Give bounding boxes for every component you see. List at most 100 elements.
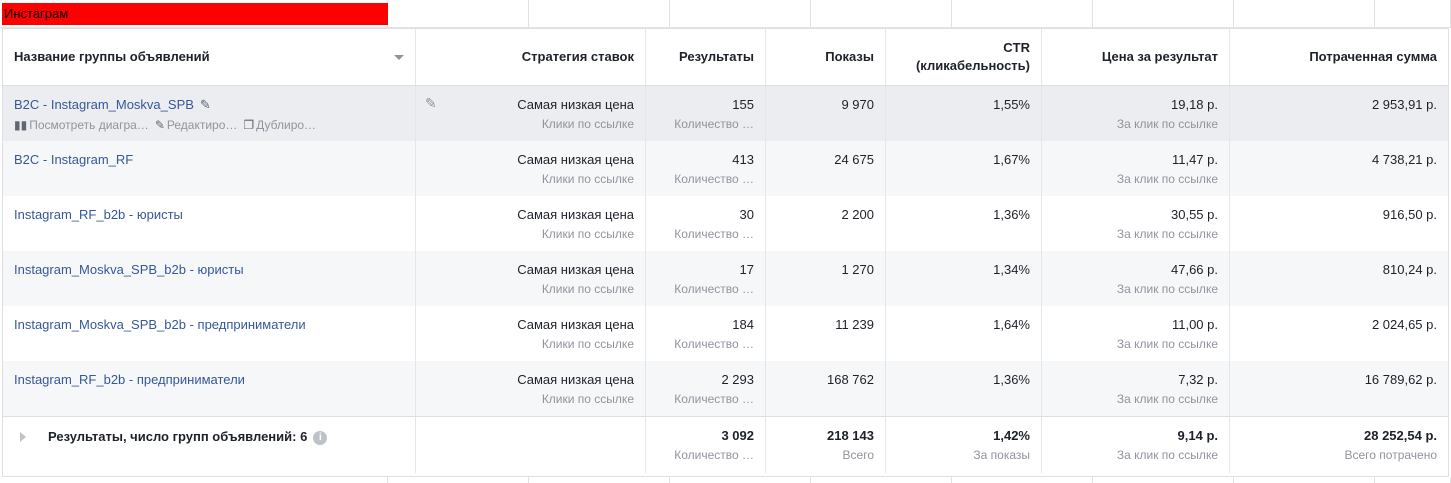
results-sub: Количество … [674, 172, 754, 186]
view-charts-action[interactable]: ▮▮ Посмотреть диагра… [14, 118, 149, 132]
ad-set-name-link[interactable]: B2C - Instagram_RF [14, 152, 134, 167]
info-icon[interactable]: i [313, 431, 328, 445]
column-header-cost-per-result[interactable]: Цена за результат [1042, 29, 1230, 85]
sheet-label-instagram[interactable]: Инстаграм [2, 3, 388, 25]
edit-bid-pencil-icon[interactable]: ✎ [425, 95, 437, 111]
duplicate-icon: ❐ [243, 118, 255, 132]
sort-dropdown-icon[interactable] [394, 55, 404, 60]
sheet-cell[interactable] [670, 477, 811, 483]
bid-strategy: Самая низкая цена [517, 97, 634, 112]
impressions-value: 168 762 [827, 372, 874, 387]
results-sub: Количество … [674, 337, 754, 351]
sheet-cell[interactable] [529, 0, 670, 28]
total-impressions-sub: Всего [842, 448, 874, 462]
ad-set-name-link[interactable]: B2C - Instagram_Moskva_SPB ✎ [14, 97, 211, 112]
total-results-sub: Количество … [674, 448, 754, 462]
results-value: 413 [732, 152, 754, 167]
column-header-impressions[interactable]: Показы [766, 29, 886, 85]
bid-strategy: Самая низкая цена [517, 317, 634, 332]
results-value: 155 [732, 97, 754, 112]
table-row[interactable]: B2C - Instagram_Moskva_SPB ✎ ▮▮ Посмотреть… [3, 86, 1448, 141]
column-header-ctr[interactable]: CTR (кликабельность) [886, 29, 1042, 85]
ctr-value: 1,36% [993, 372, 1030, 387]
spent-value: 16 789,62 р. [1364, 372, 1437, 387]
column-header-label: CTR (кликабельность) [915, 40, 1030, 73]
impressions-value: 1 270 [841, 262, 874, 277]
sheet-cell[interactable] [1093, 0, 1234, 28]
ad-set-name-link[interactable]: Instagram_RF_b2b - юристы [14, 207, 183, 222]
expand-caret-icon[interactable] [20, 432, 26, 442]
ctr-value: 1,36% [993, 207, 1030, 222]
spent-value: 916,50 р. [1382, 207, 1437, 222]
column-header-strategy[interactable]: Стратегия ставок [416, 29, 646, 85]
total-spent: 28 252,54 р. [1364, 428, 1437, 443]
sheet-cell[interactable] [1375, 0, 1451, 28]
table-row[interactable]: Instagram_Moskva_SPB_b2b - юристы Самая … [3, 251, 1448, 306]
sheet-cell[interactable] [1375, 477, 1451, 483]
duplicate-action[interactable]: ❐ Дублиро… [243, 118, 317, 132]
column-header-label: Потраченная сумма [1309, 49, 1437, 64]
impressions-value: 2 200 [841, 207, 874, 222]
ad-set-name-link[interactable]: Instagram_RF_b2b - предприниматели [14, 372, 245, 387]
column-header-label: Стратегия ставок [521, 49, 634, 64]
sheet-cell[interactable] [1093, 477, 1234, 483]
column-header-spent[interactable]: Потраченная сумма [1230, 29, 1448, 85]
total-cost-per-result: 9,14 р. [1177, 428, 1218, 443]
sheet-cell[interactable] [952, 477, 1093, 483]
cost-per-result-value: 7,32 р. [1178, 372, 1218, 387]
cost-per-result-value: 11,47 р. [1171, 152, 1218, 167]
total-ctr: 1,42% [993, 428, 1030, 443]
sheet-cell[interactable] [811, 0, 952, 28]
spent-value: 2 024,65 р. [1371, 317, 1437, 332]
table-row[interactable]: Instagram_Moskva_SPB_b2b - предпринимате… [3, 306, 1448, 361]
results-sub: Количество … [674, 282, 754, 296]
bid-strategy: Самая низкая цена [517, 262, 634, 277]
spent-value: 810,24 р. [1382, 262, 1437, 277]
sheet-cell[interactable] [529, 477, 670, 483]
total-impressions: 218 143 [827, 428, 874, 443]
bid-strategy: Самая низкая цена [517, 372, 634, 387]
sheet-cell[interactable] [670, 0, 811, 28]
cost-per-result-sub: За клик по ссылке [1116, 392, 1218, 406]
cost-per-result-sub: За клик по ссылке [1116, 282, 1218, 296]
cost-per-result-value: 19,18 р. [1171, 97, 1218, 112]
table-row[interactable]: Instagram_RF_b2b - юристы Самая низкая ц… [3, 196, 1448, 251]
sheet-cell[interactable] [1234, 0, 1375, 28]
results-value: 2 293 [721, 372, 754, 387]
sheet-cell[interactable] [952, 0, 1093, 28]
row-actions: ▮▮ Посмотреть диагра… ✎ Редактиро… ❐ Дублир… [14, 118, 316, 132]
table-row[interactable]: Instagram_RF_b2b - предприниматели Самая… [3, 361, 1448, 416]
results-sub: Количество … [674, 117, 754, 131]
results-value: 30 [739, 207, 754, 222]
column-header-results[interactable]: Результаты [646, 29, 766, 85]
results-value: 184 [732, 317, 754, 332]
results-sub: Количество … [674, 392, 754, 406]
cost-per-result-sub: За клик по ссылке [1116, 117, 1218, 131]
ctr-value: 1,34% [993, 262, 1030, 277]
pencil-icon: ✎ [154, 118, 165, 132]
impressions-value: 9 970 [841, 97, 874, 112]
edit-action[interactable]: ✎ Редактиро… [154, 118, 238, 132]
sheet-cell[interactable] [0, 477, 388, 483]
cost-per-result-sub: За клик по ссылке [1116, 337, 1218, 351]
cost-per-result-value: 30,55 р. [1171, 207, 1218, 222]
sheet-cell[interactable] [1234, 477, 1375, 483]
results-value: 17 [739, 262, 754, 277]
sheet-cell[interactable] [811, 477, 952, 483]
ad-set-name-link[interactable]: Instagram_Moskva_SPB_b2b - предпринимате… [14, 317, 306, 332]
total-cost-per-result-sub: За клик по ссылке [1116, 448, 1218, 462]
bid-strategy-sub: Клики по ссылке [541, 172, 634, 186]
bid-strategy-sub: Клики по ссылке [541, 227, 634, 241]
ad-set-name-link[interactable]: Instagram_Moskva_SPB_b2b - юристы [14, 262, 244, 277]
bid-strategy-sub: Клики по ссылке [541, 392, 634, 406]
pencil-icon[interactable]: ✎ [199, 97, 211, 112]
sheet-cell[interactable] [388, 477, 529, 483]
sheet-cell[interactable] [388, 0, 529, 28]
cost-per-result-sub: За клик по ссылке [1116, 227, 1218, 241]
table-row[interactable]: B2C - Instagram_RF Самая низкая цена Кли… [3, 141, 1448, 196]
cost-per-result-value: 47,66 р. [1171, 262, 1218, 277]
column-header-name[interactable]: Название группы объявлений [3, 29, 416, 85]
cost-per-result-sub: За клик по ссылке [1116, 172, 1218, 186]
